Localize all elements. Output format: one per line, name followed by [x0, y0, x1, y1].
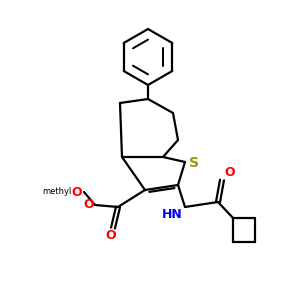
Text: S: S: [189, 156, 199, 170]
Text: O: O: [106, 229, 116, 242]
Text: O: O: [83, 199, 94, 212]
Text: O: O: [71, 185, 82, 199]
Text: O: O: [224, 166, 235, 179]
Text: HN: HN: [162, 208, 183, 221]
Text: methyl: methyl: [43, 188, 72, 196]
